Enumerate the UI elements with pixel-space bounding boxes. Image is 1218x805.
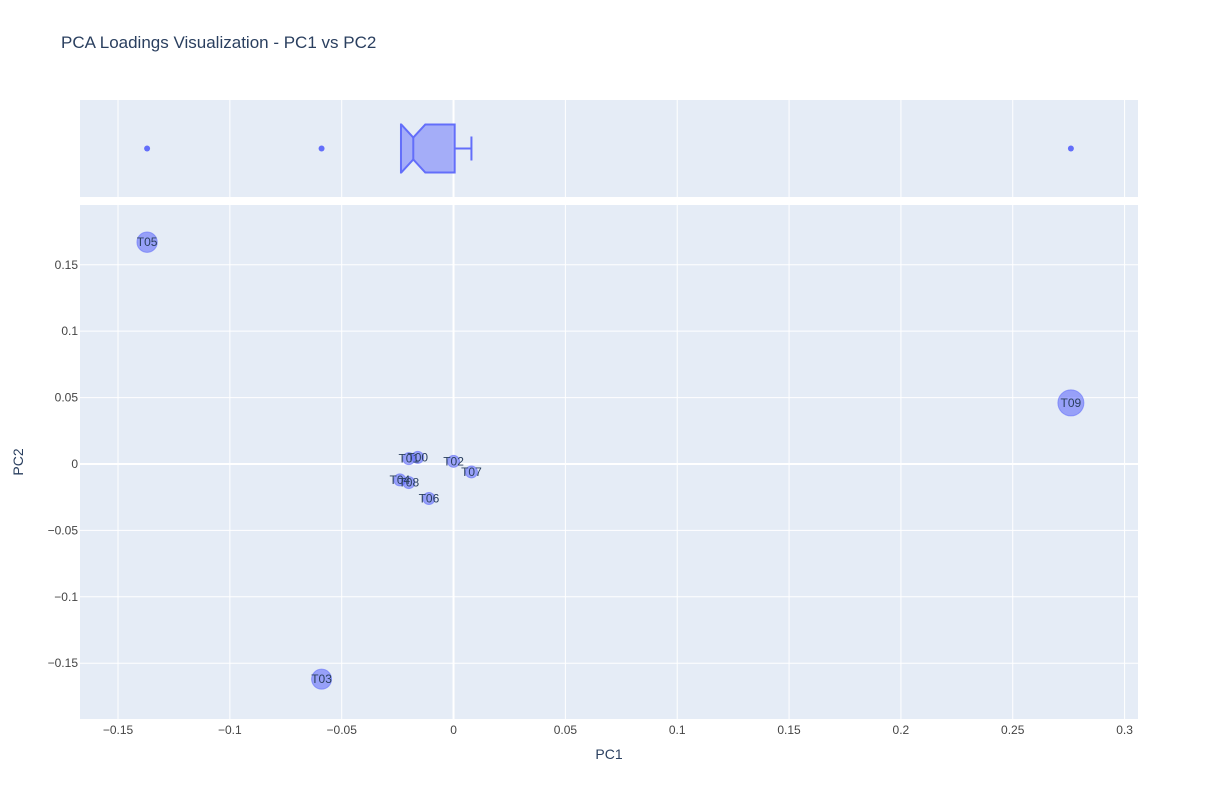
x-tick-label: −0.15 (103, 723, 134, 737)
x-tick-label: 0.2 (893, 723, 910, 737)
x-tick-label: 0 (450, 723, 457, 737)
point-label: T02 (443, 454, 464, 468)
y-tick-label: −0.05 (48, 523, 79, 537)
main-plot-area (80, 205, 1138, 719)
box-outlier-point (144, 145, 151, 152)
x-axis-title: PC1 (595, 746, 623, 762)
x-tick-label: −0.05 (327, 723, 358, 737)
scatter-point (422, 492, 436, 506)
box-outlier-point (318, 145, 325, 152)
chart-title: PCA Loadings Visualization - PC1 vs PC2 (61, 33, 377, 52)
box-body (399, 123, 456, 174)
scatter-point (136, 231, 158, 253)
y-tick-label: −0.1 (54, 590, 78, 604)
y-tick-label: 0.1 (61, 324, 78, 338)
y-tick-label: 0.05 (55, 391, 79, 405)
x-tick-label: 0.15 (777, 723, 801, 737)
point-label: T09 (1061, 396, 1082, 410)
x-tick-label: 0.25 (1001, 723, 1025, 737)
y-axis-title: PC2 (10, 448, 26, 476)
box-outlier-point (1067, 145, 1074, 152)
point-label: T03 (311, 672, 332, 686)
scatter-point (464, 465, 478, 479)
x-tick-label: 0.1 (669, 723, 686, 737)
point-label: T08 (398, 476, 419, 490)
y-tick-label: 0.15 (55, 258, 79, 272)
scatter-point (402, 476, 416, 490)
y-tick-label: 0 (71, 457, 78, 471)
point-label: T05 (137, 235, 158, 249)
point-label: T00 (407, 450, 428, 464)
x-tick-label: 0.05 (554, 723, 578, 737)
scatter-point (411, 450, 425, 464)
marginal-plot-area (80, 100, 1138, 197)
scatter-point (447, 454, 461, 468)
point-label: T04 (390, 473, 411, 487)
y-tick-label: −0.15 (48, 656, 79, 670)
point-label: T01 (398, 452, 419, 466)
scatter-point (311, 668, 333, 690)
x-tick-label: −0.1 (218, 723, 242, 737)
scatter-point (1057, 389, 1085, 417)
x-tick-label: 0.3 (1116, 723, 1133, 737)
point-label: T06 (419, 492, 440, 506)
point-label: T07 (461, 465, 482, 479)
